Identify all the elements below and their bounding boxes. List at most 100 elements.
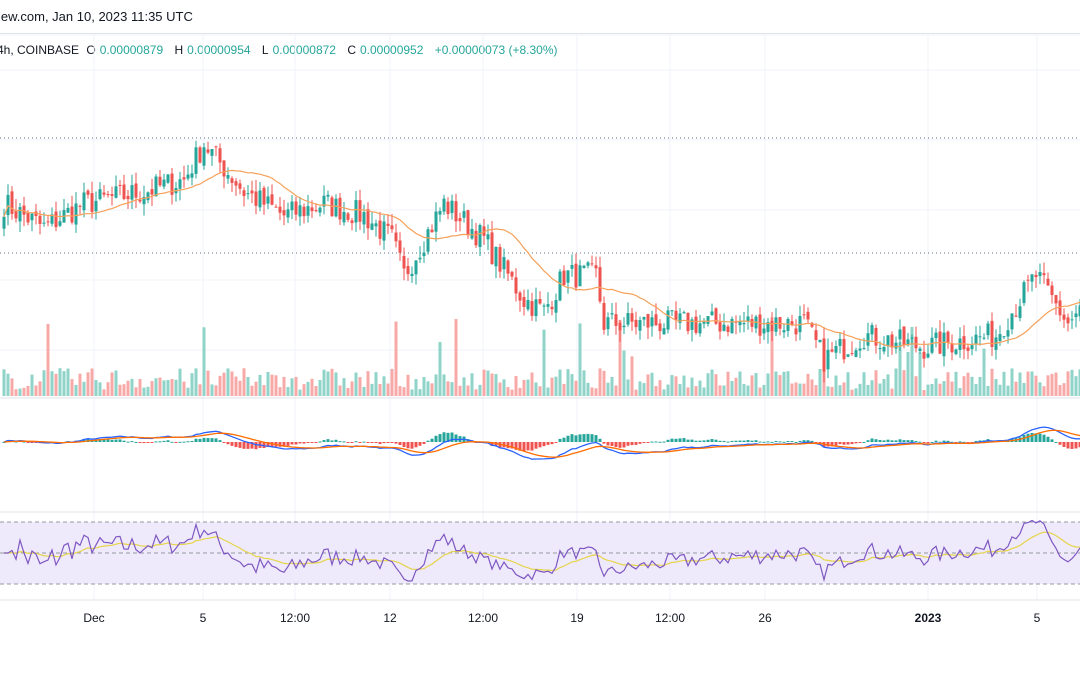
candle <box>566 270 570 294</box>
candle <box>166 173 170 184</box>
candle <box>46 216 50 227</box>
macd-hist-bar <box>246 442 250 449</box>
macd-hist-bar <box>930 441 934 443</box>
x-tick-label: 12:00 <box>468 611 498 625</box>
macd-hist-bar <box>1054 441 1058 443</box>
candle-body <box>826 349 830 370</box>
candle-body <box>698 323 702 334</box>
volume-bar <box>538 386 542 396</box>
candle <box>1038 263 1042 285</box>
candle <box>490 220 494 265</box>
candle-body <box>6 194 10 216</box>
candle <box>542 303 546 316</box>
macd-hist-bar <box>858 442 862 443</box>
volume-bar <box>438 342 442 396</box>
candle-body <box>606 317 610 330</box>
macd-hist-bar <box>326 439 330 442</box>
candle <box>730 316 734 334</box>
volume-bar <box>662 389 666 396</box>
candle <box>798 305 802 341</box>
volume-bar <box>150 381 154 396</box>
candle <box>366 202 370 240</box>
volume-bar <box>266 371 270 396</box>
chart-watermark: iew.com, Jan 10, 2023 11:35 UTC <box>0 9 193 24</box>
candle <box>614 302 618 335</box>
candle-body <box>922 351 926 359</box>
candle <box>162 173 166 190</box>
volume-bar <box>810 379 814 396</box>
macd-hist-bar <box>334 439 338 442</box>
candle-body <box>42 222 46 224</box>
volume-bar <box>714 374 718 396</box>
macd-hist-bar <box>1030 432 1034 442</box>
volume-bar <box>806 373 810 396</box>
candle-body <box>162 179 166 187</box>
volume-bar <box>734 377 738 396</box>
moving-average-line <box>3 169 1080 348</box>
volume-bar <box>70 379 74 396</box>
candle <box>226 167 230 184</box>
volume-bar <box>146 386 150 396</box>
candle <box>974 326 978 352</box>
macd-hist-bar <box>354 441 358 443</box>
volume-bar <box>394 321 398 396</box>
candle-body <box>914 336 918 349</box>
macd-hist-bar <box>174 442 178 443</box>
macd-hist-bar <box>1070 442 1074 449</box>
volume-bar <box>194 368 198 396</box>
candle <box>338 192 342 225</box>
candle-body <box>786 319 790 331</box>
volume-bar <box>234 376 238 396</box>
macd-hist-bar <box>738 440 742 442</box>
candle-body <box>842 339 846 360</box>
candle <box>890 331 894 355</box>
volume-bar <box>214 385 218 396</box>
candle-body <box>1034 274 1038 278</box>
candle-body <box>38 215 42 224</box>
candle-body <box>1022 282 1026 304</box>
volume-bar <box>342 378 346 396</box>
candle <box>858 340 862 359</box>
macd-hist-bar <box>242 442 246 449</box>
macd-hist-bar <box>570 434 574 442</box>
macd-hist-bar <box>626 442 630 446</box>
candle <box>778 316 782 336</box>
candle-body <box>250 190 254 194</box>
candle <box>514 268 518 302</box>
volume-bar <box>746 385 750 396</box>
candle-body <box>34 211 38 217</box>
candle <box>642 316 646 327</box>
macd-hist-bar <box>946 440 950 442</box>
macd-hist-bar <box>886 439 890 442</box>
rsi-ma-line <box>4 531 1080 572</box>
candle <box>734 315 738 335</box>
candle <box>50 207 54 227</box>
candle-body <box>354 200 358 223</box>
macd-hist-bar <box>770 441 774 443</box>
volume-bar <box>206 370 210 396</box>
volume-bar <box>222 372 226 396</box>
candle-body <box>258 190 262 208</box>
volume-bar <box>830 386 834 396</box>
macd-hist-bar <box>1046 436 1050 442</box>
candle-body <box>670 310 674 312</box>
macd-hist-bar <box>950 441 954 443</box>
candle <box>458 212 462 232</box>
volume-bar <box>166 380 170 396</box>
candle <box>666 306 670 334</box>
macd-hist-bar <box>558 438 562 442</box>
volume-bar <box>686 387 690 396</box>
candle <box>694 309 698 335</box>
high-label: H <box>174 43 184 57</box>
volume-bar <box>630 356 634 396</box>
candle-body <box>298 205 302 217</box>
macd-hist-bar <box>182 441 186 443</box>
macd-hist-bar <box>382 442 386 444</box>
candle <box>826 338 830 379</box>
candle-body <box>782 330 786 333</box>
macd-hist-bar <box>842 442 846 445</box>
macd-hist-bar <box>426 440 430 442</box>
candle <box>558 268 562 302</box>
macd-hist-bar <box>914 441 918 443</box>
